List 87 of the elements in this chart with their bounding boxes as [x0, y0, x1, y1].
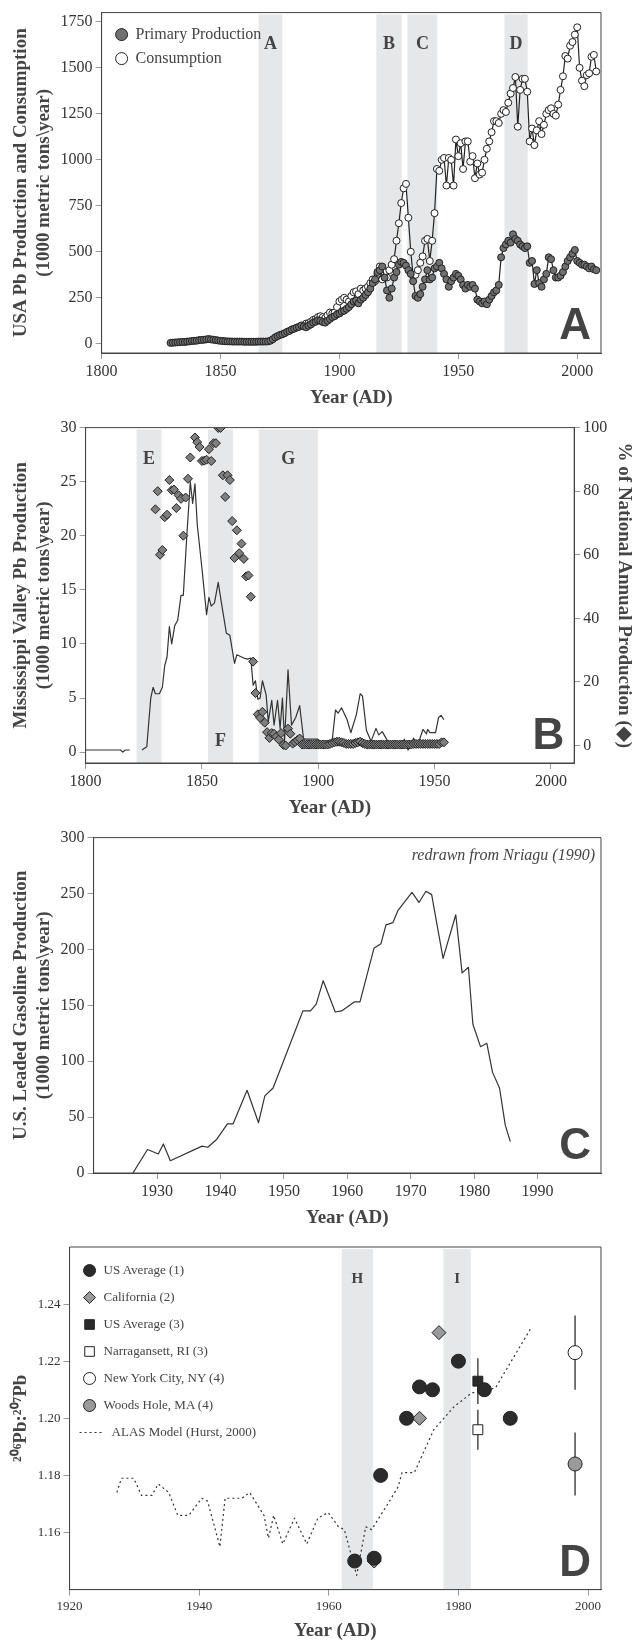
x-tick-label: 1850: [204, 361, 237, 379]
x-tick-label: 1980: [458, 1181, 491, 1199]
x-tick-label: 2000: [561, 361, 594, 379]
x-tick-label: 1950: [418, 771, 451, 789]
y-tick-label: 0: [84, 334, 93, 351]
x-tick-label: 1990: [521, 1181, 554, 1199]
annotation: redrawn from Nriagu (1990): [411, 845, 595, 864]
y-tick-label: 50: [68, 1107, 85, 1125]
x-tick-label: 1980: [445, 1597, 472, 1613]
y-tick-label: 1.18: [37, 1466, 61, 1482]
x-axis-title: Year (AD): [288, 795, 372, 818]
annotation: C: [559, 1119, 591, 1169]
y2-tick-label: 100: [583, 417, 608, 435]
band-label: H: [351, 1269, 364, 1286]
annotation: B: [532, 709, 565, 759]
y-tick-label: 0: [68, 742, 77, 760]
y2-tick-label: 80: [583, 481, 600, 499]
y-tick-label: 150: [60, 995, 85, 1013]
y-tick-label: 30: [60, 417, 77, 435]
band-label: E: [142, 448, 156, 469]
x-tick-label: 1940: [186, 1597, 213, 1613]
y-tick-label: 1250: [60, 104, 93, 121]
y-tick-label: 100: [60, 1051, 85, 1069]
legend-label: Primary Production: [135, 24, 262, 43]
x-tick-label: 2000: [575, 1597, 602, 1613]
y-tick-label: 1750: [60, 12, 93, 29]
legend-label: Consumption: [135, 48, 222, 67]
y-tick-label: 0: [76, 1163, 85, 1181]
y-tick-label: 300: [60, 827, 85, 845]
y2-axis-title: % of National Annual Production (◆): [613, 442, 636, 749]
x-axis-title: Year (AD): [306, 1205, 389, 1228]
y-axis-title: Mississippi Valley Pb Production (1000 metric tons\year): [9, 461, 55, 729]
x-tick-label: 1960: [331, 1181, 364, 1199]
legend-label: Woods Hole, MA (4): [103, 1396, 213, 1412]
y-tick-label: 20: [60, 526, 77, 543]
legend-label: California (2): [103, 1288, 175, 1304]
y2-tick-label: 60: [583, 544, 600, 562]
x-tick-label: 1850: [185, 771, 218, 789]
y-tick-label: 500: [68, 242, 93, 259]
band-label: D: [509, 33, 523, 54]
y-tick-label: 200: [60, 939, 85, 957]
y-tick-label: 1.22: [37, 1352, 61, 1368]
y-tick-label: 1500: [60, 58, 93, 75]
y-tick-label: 5: [68, 688, 77, 706]
x-tick-label: 1960: [315, 1597, 342, 1613]
y-tick-label: 1000: [60, 150, 93, 167]
x-tick-label: 1920: [56, 1597, 83, 1613]
y-tick-label: 10: [60, 634, 77, 652]
x-tick-label: 2000: [534, 771, 567, 789]
legend-label: US Average (1): [103, 1261, 185, 1277]
legend-label: New York City, NY (4): [103, 1369, 225, 1385]
band-label: C: [415, 33, 429, 54]
band-label: I: [454, 1269, 461, 1286]
band-label: B: [382, 33, 395, 54]
y-tick-label: 250: [68, 288, 93, 305]
y-tick-label: 1.24: [37, 1295, 62, 1311]
annotation: D: [559, 1535, 591, 1585]
x-axis-title: Year (AD): [294, 1618, 377, 1641]
y2-tick-label: 20: [583, 672, 600, 690]
y-axis-title: U.S. Leaded Gasoline Production (1000 metric tons\year): [9, 870, 55, 1140]
y-axis-title: ²⁰⁶Pb:²⁰⁷Pb: [9, 1374, 31, 1463]
y2-tick-label: 0: [583, 735, 592, 753]
x-tick-label: 1900: [323, 361, 356, 379]
band-label: A: [263, 33, 277, 54]
x-tick-label: 1940: [204, 1181, 237, 1199]
band-label: F: [214, 729, 226, 750]
y-tick-label: 1.20: [37, 1409, 61, 1425]
y-tick-label: 25: [60, 471, 77, 489]
x-tick-label: 1970: [394, 1181, 427, 1199]
y2-tick-label: 40: [583, 608, 600, 626]
x-tick-label: 1930: [141, 1181, 174, 1199]
x-tick-label: 1800: [85, 361, 118, 379]
y-tick-label: 750: [68, 196, 93, 213]
y-tick-label: 1.16: [37, 1523, 62, 1539]
band-label: G: [281, 448, 296, 469]
annotation: A: [559, 299, 591, 349]
x-tick-label: 1950: [442, 361, 475, 379]
legend-label: Narragansett, RI (3): [103, 1342, 208, 1358]
y-axis-title: USA Pb Production and Consumption (1000 metric tons\year): [9, 27, 55, 338]
y-tick-label: 15: [60, 580, 77, 598]
legend-label: ALAS Model (Hurst, 2000): [111, 1423, 256, 1439]
x-tick-label: 1800: [69, 771, 102, 789]
x-tick-label: 1950: [267, 1181, 300, 1199]
y-tick-label: 250: [60, 883, 85, 901]
x-axis-title: Year (AD): [310, 385, 393, 408]
legend-label: US Average (3): [103, 1315, 185, 1331]
x-tick-label: 1900: [302, 771, 335, 789]
